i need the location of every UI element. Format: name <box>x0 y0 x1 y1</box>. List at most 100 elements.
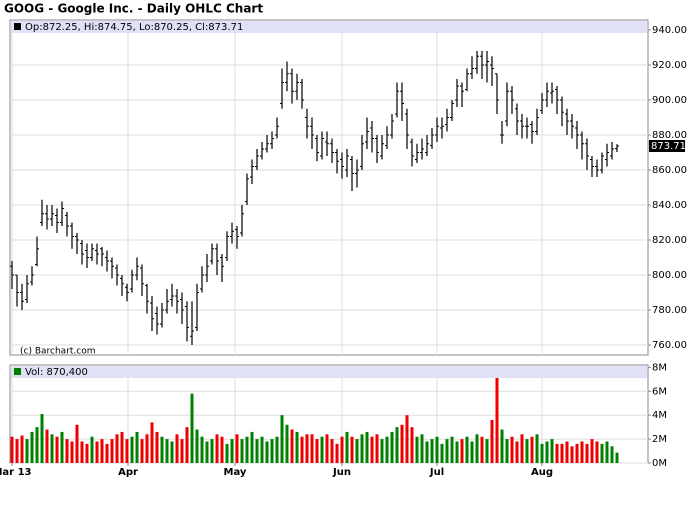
price-panel <box>9 19 649 356</box>
x-tick-label: May <box>224 467 247 478</box>
volume-bar <box>125 439 129 463</box>
volume-bar <box>85 443 89 463</box>
volume-bar <box>615 452 619 463</box>
volume-bar <box>515 441 519 463</box>
volume-bar <box>405 415 409 463</box>
last-price-box <box>649 140 685 153</box>
volume-bar <box>600 443 604 463</box>
volume-bar <box>150 422 154 463</box>
volume-bar <box>480 436 484 463</box>
volume-bar <box>210 439 214 463</box>
volume-bar <box>350 436 354 463</box>
volume-bar <box>315 439 319 463</box>
volume-legend: Vol: 870,400 <box>25 367 88 378</box>
volume-bar <box>540 443 544 463</box>
volume-bar <box>170 441 174 463</box>
volume-bar <box>485 439 489 463</box>
volume-bar <box>370 436 374 463</box>
volume-bar <box>55 436 59 463</box>
volume-bar <box>225 443 229 463</box>
y-tick-label: 0M <box>652 458 667 469</box>
last-price-label: 873.71 <box>651 141 686 152</box>
volume-bar <box>95 441 99 463</box>
volume-header <box>11 366 647 378</box>
x-tick-label: Aug <box>531 467 553 478</box>
volume-bar <box>455 441 459 463</box>
volume-bar <box>295 431 299 463</box>
volume-bar <box>50 434 54 463</box>
volume-bar <box>345 431 349 463</box>
volume-bar <box>250 431 254 463</box>
volume-bar <box>590 439 594 463</box>
volume-bar <box>595 441 599 463</box>
y-tick-label: 940.00 <box>652 25 687 36</box>
volume-bar <box>45 429 49 463</box>
volume-bar <box>165 439 169 463</box>
volume-bar <box>420 434 424 463</box>
y-tick-label: 920.00 <box>652 60 687 71</box>
volume-bar <box>155 431 159 463</box>
volume-bar <box>435 436 439 463</box>
x-tick-label: Mar 13 <box>0 467 32 478</box>
y-tick-label: 760.00 <box>652 340 687 351</box>
volume-bar <box>560 443 564 463</box>
volume-bar <box>235 434 239 463</box>
volume-bar <box>500 429 504 463</box>
volume-bar <box>510 436 514 463</box>
volume-bar <box>110 439 114 463</box>
volume-bar <box>175 434 179 463</box>
volume-bar <box>100 439 104 463</box>
volume-bar <box>460 439 464 463</box>
y-tick-label: 800.00 <box>652 270 687 281</box>
volume-bar <box>265 441 269 463</box>
volume-bar <box>70 441 74 463</box>
volume-bar <box>390 431 394 463</box>
volume-bar <box>380 439 384 463</box>
volume-bar <box>270 439 274 463</box>
volume-bar <box>35 427 39 463</box>
price-header <box>11 21 647 33</box>
volume-bar <box>425 441 429 463</box>
volume-bar <box>115 434 119 463</box>
volume-bar <box>490 419 494 463</box>
volume-bar <box>205 441 209 463</box>
volume-bar <box>340 436 344 463</box>
volume-bar <box>565 441 569 463</box>
volume-bar <box>495 375 499 463</box>
volume-bar <box>325 434 329 463</box>
volume-bar <box>365 431 369 463</box>
volume-bar <box>400 424 404 463</box>
chart-title: GOOG - Google Inc. - Daily OHLC Chart <box>4 2 263 16</box>
volume-bar <box>40 414 44 463</box>
volume-bar <box>120 431 124 463</box>
volume-bar <box>305 434 309 463</box>
volume-bar <box>160 436 164 463</box>
volume-bar <box>450 436 454 463</box>
volume-bar <box>310 434 314 463</box>
volume-bar <box>220 436 224 463</box>
volume-bar <box>375 434 379 463</box>
y-tick-label: 8M <box>652 362 667 373</box>
y-tick-label: 860.00 <box>652 165 687 176</box>
volume-bar <box>570 446 574 463</box>
volume-bar <box>255 439 259 463</box>
volume-bar <box>535 434 539 463</box>
marks-layer <box>10 50 619 463</box>
volume-bar <box>530 436 534 463</box>
volume-bar <box>465 436 469 463</box>
x-tick-label: Apr <box>118 467 138 478</box>
x-tick-label: Jul <box>429 467 444 478</box>
volume-bar <box>285 424 289 463</box>
y-tick-label: 6M <box>652 386 667 397</box>
volume-bar <box>145 434 149 463</box>
volume-bar <box>320 436 324 463</box>
volume-bar <box>520 434 524 463</box>
volume-bar <box>545 441 549 463</box>
x-tick-label: Jun <box>332 467 351 478</box>
volume-bar <box>300 436 304 463</box>
volume-bar <box>90 436 94 463</box>
volume-bar <box>230 439 234 463</box>
annotation: (c) Barchart.com <box>20 347 96 357</box>
volume-bar <box>195 429 199 463</box>
volume-bar <box>415 436 419 463</box>
